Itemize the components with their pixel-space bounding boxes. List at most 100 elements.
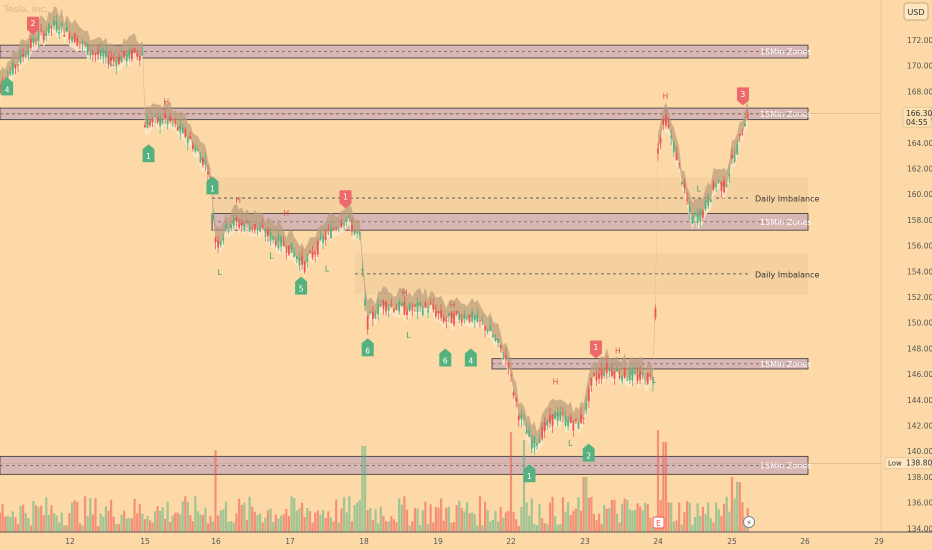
volume-bar xyxy=(600,523,603,532)
candle-body xyxy=(65,26,68,32)
signal-marker-label: 2 xyxy=(31,19,36,28)
volume-bar xyxy=(693,516,697,532)
volume-bar xyxy=(631,510,634,532)
candle-body xyxy=(385,301,387,312)
low-price-box xyxy=(884,457,932,470)
volume-bar xyxy=(264,517,267,532)
currency-button[interactable]: USD xyxy=(903,2,929,21)
signal-marker-label: 6 xyxy=(443,357,448,366)
imbalance-label: Daily Imbalance xyxy=(755,270,820,279)
candle-body xyxy=(468,314,471,322)
volume-bar xyxy=(166,501,169,532)
candle-body xyxy=(227,230,230,232)
swing-high-label: H xyxy=(663,92,669,101)
volume-bar xyxy=(232,522,235,532)
volume-bar xyxy=(728,511,731,532)
candle-body xyxy=(330,227,332,238)
candle-body xyxy=(264,235,267,237)
volume-bar xyxy=(590,496,593,532)
candle-body xyxy=(353,230,356,235)
candle-body xyxy=(361,268,364,272)
volume-bar xyxy=(496,521,500,532)
candle-body xyxy=(335,228,338,230)
volume-bar xyxy=(40,505,43,532)
time-tick-label: 16 xyxy=(211,537,221,546)
volume-bar xyxy=(159,510,162,532)
time-tick-label: 24 xyxy=(653,537,663,546)
swing-low-label: L xyxy=(568,439,573,448)
volume-bar xyxy=(9,516,12,532)
signal-marker-buy xyxy=(439,348,452,367)
candle-body xyxy=(99,49,102,57)
earnings-icon[interactable] xyxy=(652,516,665,529)
volume-bar xyxy=(434,507,438,532)
volume-bar xyxy=(411,521,414,532)
currency-button-label[interactable]: USD xyxy=(907,8,924,17)
volume-bar xyxy=(572,511,575,532)
volume-bar xyxy=(174,512,177,532)
current-price-box xyxy=(902,106,932,128)
volume-bar xyxy=(699,515,702,532)
price-tick-label: 170.00 xyxy=(907,62,932,71)
candle-body xyxy=(390,304,393,306)
candle-body xyxy=(179,124,182,133)
volume-bar xyxy=(525,502,528,532)
volume-bar xyxy=(463,511,466,532)
volume-bar xyxy=(533,524,536,532)
candle-body xyxy=(253,224,256,230)
volume-bar xyxy=(94,497,97,532)
price-tick-label: 146.00 xyxy=(907,370,932,379)
currency-button-bg[interactable] xyxy=(903,2,929,21)
low-label: Low xyxy=(888,460,902,468)
volume-bar xyxy=(561,497,565,532)
volume-bar xyxy=(664,442,668,532)
candle-body xyxy=(728,174,731,176)
candle-body xyxy=(744,123,746,127)
candle-body xyxy=(651,383,654,385)
volume-bar xyxy=(608,507,611,532)
volume-bar xyxy=(471,512,474,532)
volume-bar xyxy=(717,509,720,532)
swing-high-label: H xyxy=(450,300,456,309)
candle-body xyxy=(161,122,164,124)
candle-body xyxy=(290,242,293,253)
volume-bar xyxy=(24,512,27,532)
volume-bar xyxy=(222,509,225,532)
signal-marker-buy xyxy=(295,276,308,295)
swing-low-label: L xyxy=(325,264,330,273)
candle-body xyxy=(246,221,248,223)
volume-bar xyxy=(672,521,675,532)
time-axis[interactable]: 12 15 16 17 18 19 22 23 24 25 26 29 xyxy=(65,537,884,546)
volume-bar xyxy=(0,512,2,532)
candle-body xyxy=(94,53,97,55)
volume-bar xyxy=(146,516,149,532)
candle-body xyxy=(746,112,749,119)
price-axis[interactable]: 172.00170.00168.00166.00164.00162.00160.… xyxy=(907,36,932,533)
candle-body xyxy=(196,149,199,151)
time-tick-label: 26 xyxy=(800,537,810,546)
volume-bar xyxy=(169,522,172,532)
volume-bar xyxy=(22,504,25,532)
candle-body xyxy=(533,436,536,448)
candle-body xyxy=(285,251,288,253)
candle-body xyxy=(520,414,523,420)
symbol-label: Tesla, Inc. xyxy=(3,5,48,15)
candle-body xyxy=(466,318,468,320)
candle-body xyxy=(219,241,222,246)
signal-marker-label: 6 xyxy=(365,346,370,355)
volume-bar xyxy=(636,503,639,532)
volume-bar xyxy=(60,512,63,532)
volume-bar xyxy=(569,515,572,532)
candle-body xyxy=(562,414,564,416)
volume-bar xyxy=(400,504,403,532)
candle-body xyxy=(577,422,580,429)
volume-bar xyxy=(78,523,81,532)
volume-bar xyxy=(564,511,567,532)
volume-bar xyxy=(489,521,492,532)
flash-icon[interactable] xyxy=(743,516,755,528)
event-icons[interactable]: E ⚡ xyxy=(652,516,755,529)
price-tick-label: 148.00 xyxy=(907,344,932,353)
price-tick-label: 156.00 xyxy=(907,242,932,251)
volume-bar xyxy=(161,507,164,532)
